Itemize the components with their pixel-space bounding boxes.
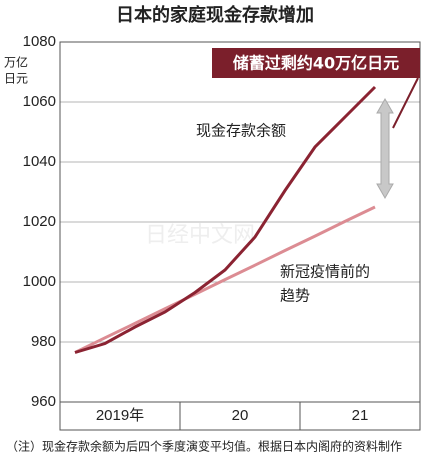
y-tick-label: 960 (31, 393, 56, 410)
note: （注）现金存款余额为后四个季度演变平均值。根据日本内阁府的资料制作 (6, 439, 402, 454)
y-tick-label: 1020 (23, 213, 56, 230)
line (74, 205, 376, 354)
line (74, 85, 377, 354)
y-tick-label: 1040 (23, 153, 56, 170)
annotation-box (212, 48, 420, 78)
y-axis-label: 万亿 (4, 55, 28, 70)
annotation: 储蓄过剩约40万亿日元 (232, 54, 399, 73)
watermark: 日经中文网 (145, 223, 255, 248)
gap-arrow (376, 97, 394, 200)
x-tick-label: 2019年 (96, 407, 144, 424)
y-tick-label: 980 (31, 333, 56, 350)
y-tick-label: 1000 (23, 273, 56, 290)
y-tick-label: 1060 (23, 93, 56, 110)
series-label: 趋势 (280, 287, 310, 305)
plot-frame (59, 41, 421, 431)
y-tick-label: 1080 (23, 33, 56, 50)
x-tick-label: 20 (232, 407, 249, 424)
series-label: 新冠疫情前的 (280, 263, 370, 281)
x-tick-label: 21 (352, 407, 369, 424)
series-label: 现金存款余额 (196, 122, 286, 140)
chart-title: 日本的家庭现金存款增加 (116, 4, 314, 26)
annotation-pointer (392, 77, 419, 129)
y-axis-label: 日元 (4, 72, 28, 86)
